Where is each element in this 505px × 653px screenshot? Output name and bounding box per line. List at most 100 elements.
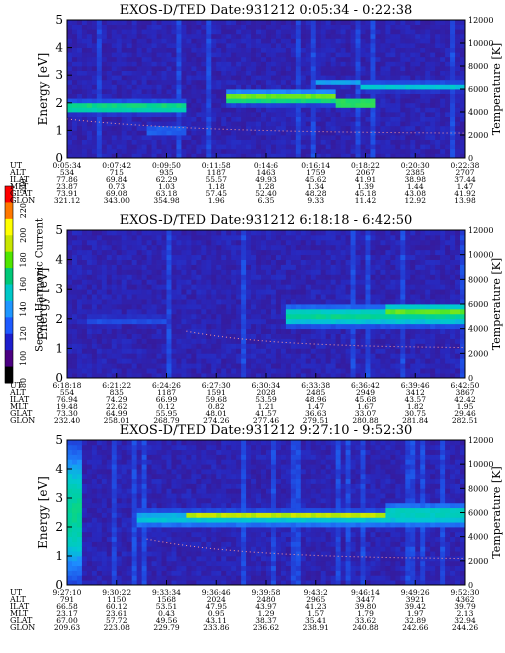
spectrogram-cell	[455, 66, 460, 71]
spectrogram-cell	[92, 334, 97, 339]
spectrogram-cell	[266, 368, 271, 373]
spectrogram-cell	[356, 348, 361, 353]
spectrogram-cell	[366, 34, 371, 39]
spectrogram-cell	[351, 329, 356, 334]
spectrogram-cell	[455, 324, 460, 329]
spectrogram-cell	[107, 329, 112, 334]
spectrogram-cell	[112, 25, 117, 30]
spectrogram-cell	[425, 279, 430, 284]
spectrogram-cell	[137, 260, 142, 265]
spectrogram-cell	[216, 363, 221, 368]
spectrogram-cell	[321, 75, 326, 80]
spectrogram-cell	[206, 34, 211, 39]
spectrogram-cell	[122, 294, 127, 299]
spectrogram-cell	[271, 363, 276, 368]
spectrogram-cell	[361, 284, 366, 289]
spectrogram-cell	[231, 265, 236, 270]
spectrogram-cell	[430, 25, 435, 30]
spectrogram-cell	[450, 260, 455, 265]
spectrogram-cell	[231, 245, 236, 250]
spectrogram-cell	[132, 319, 137, 324]
spectrogram-cell	[117, 289, 122, 294]
spectrogram-cell	[375, 140, 380, 145]
spectrogram-cell	[346, 98, 351, 103]
spectrogram-cell	[286, 260, 291, 265]
spectrogram-cell	[97, 38, 102, 43]
spectrogram-cell	[375, 265, 380, 270]
spectrogram-cell	[450, 343, 455, 348]
spectrogram-cell	[236, 57, 241, 62]
spectrogram-cell	[171, 245, 176, 250]
spectrogram-cell	[92, 363, 97, 368]
spectrogram-cell	[107, 289, 112, 294]
spectrogram-cell	[356, 20, 361, 25]
spectrogram-cell	[152, 149, 157, 154]
spectrogram-cell	[356, 304, 361, 309]
spectrogram-cell	[201, 66, 206, 71]
spectrogram-cell	[356, 149, 361, 154]
spectrogram-cell	[331, 245, 336, 250]
spectrogram-cell	[435, 80, 440, 85]
spectrogram-cell	[171, 304, 176, 309]
spectrogram-cell	[266, 20, 271, 25]
spectrogram-cell	[296, 43, 301, 48]
spectrogram-cell	[77, 144, 82, 149]
spectrogram-cell	[301, 38, 306, 43]
spectrogram-cell	[366, 319, 371, 324]
spectrogram-cell	[281, 358, 286, 363]
spectrogram-cell	[206, 309, 211, 314]
spectrogram-cell	[226, 66, 231, 71]
spectrogram-cell	[82, 324, 87, 329]
spectrogram-cell	[226, 339, 231, 344]
spectrogram-cell	[296, 66, 301, 71]
spectrogram-cell	[176, 71, 181, 76]
spectrogram-cell	[72, 324, 77, 329]
spectrogram-cell	[400, 348, 405, 353]
spectrogram-cell	[356, 358, 361, 363]
spectrogram-cell	[455, 98, 460, 103]
spectrogram-cell	[276, 43, 281, 48]
spectrogram-cell	[236, 274, 241, 279]
spectrogram-cell	[132, 245, 137, 250]
spectrogram-cell	[251, 126, 256, 131]
spectrogram-cell	[366, 334, 371, 339]
spectrogram-cell	[97, 140, 102, 145]
spectrogram-cell	[246, 274, 251, 279]
spectrogram-cell	[346, 348, 351, 353]
spectrogram-cell	[306, 348, 311, 353]
spectrogram-cell	[286, 368, 291, 373]
spectrogram-cell	[97, 89, 102, 94]
spectrogram-cell	[410, 66, 415, 71]
spectrogram-cell	[271, 112, 276, 117]
spectrogram-cell	[246, 353, 251, 358]
spectrogram-cell	[425, 130, 430, 135]
spectrogram-cell	[445, 66, 450, 71]
spectrogram-cell	[336, 348, 341, 353]
spectrogram-cell	[370, 309, 375, 314]
spectrogram-cell	[281, 348, 286, 353]
spectrogram-cell	[326, 235, 331, 240]
spectrogram-cell	[351, 339, 356, 344]
spectrogram-cell	[181, 94, 186, 99]
spectrogram-cell	[455, 348, 460, 353]
y-axis-label: Energy [eV]	[36, 268, 50, 341]
y-tick-label: 4	[55, 253, 63, 267]
spectrogram-cell	[375, 43, 380, 48]
spectrogram-cell	[107, 140, 112, 145]
spectrogram-cell	[301, 117, 306, 122]
spectrogram-cell	[77, 75, 82, 80]
spectrogram-cell	[291, 368, 296, 373]
spectrogram-cell	[251, 274, 256, 279]
spectrogram-cell	[445, 279, 450, 284]
spectrogram-cell	[77, 319, 82, 324]
spectrogram-cell	[127, 240, 132, 245]
spectrogram-cell	[425, 269, 430, 274]
spectrogram-cell	[162, 230, 167, 235]
spectrogram-cell	[162, 25, 167, 30]
spectrogram-cell	[361, 230, 366, 235]
spectrogram-cell	[67, 319, 72, 324]
spectrogram-cell	[321, 230, 326, 235]
spectrogram-cell	[241, 135, 246, 140]
spectrogram-cell	[321, 135, 326, 140]
spectrogram-cell	[361, 245, 366, 250]
